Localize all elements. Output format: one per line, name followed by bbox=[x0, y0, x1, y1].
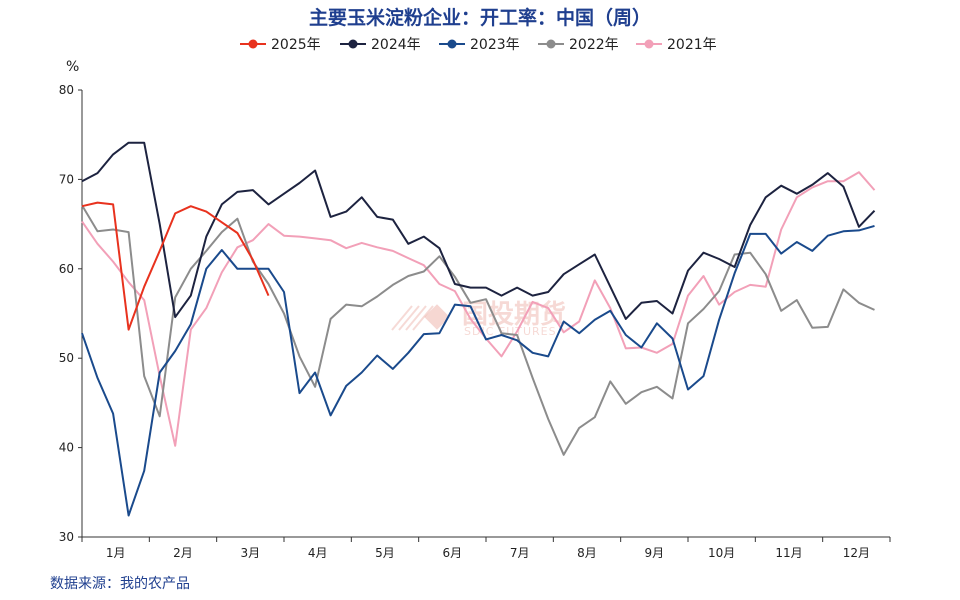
source-note: 数据来源：我的农产品 bbox=[50, 576, 190, 592]
chart-title: 主要玉米淀粉企业：开工率：中国（周） bbox=[309, 6, 651, 29]
chart-legend: 2025年 2024年 2023年 2022年 2021年 bbox=[240, 37, 717, 53]
chart-series bbox=[81, 141, 876, 517]
series-line bbox=[81, 201, 270, 331]
series-line bbox=[81, 171, 876, 447]
legend-marker bbox=[248, 39, 258, 49]
x-tick-label: 4月 bbox=[308, 546, 328, 560]
x-tick-label: 8月 bbox=[577, 546, 597, 560]
y-tick-label: 70 bbox=[59, 172, 74, 186]
watermark: 国投期货 SDIC FUTURES bbox=[391, 299, 566, 338]
legend-marker bbox=[348, 39, 358, 49]
x-tick-label: 12月 bbox=[843, 546, 870, 560]
series-line bbox=[81, 141, 876, 320]
x-tick-label: 1月 bbox=[106, 546, 126, 560]
chart-axes: 30 40 50 60 70 80 1月 2月 3月 4月 5月 6月 7月 8月 9月 10月 11月 12月 bbox=[59, 83, 891, 560]
watermark-diamond-icon bbox=[424, 304, 450, 330]
y-tick-label: 50 bbox=[59, 351, 74, 365]
y-axis-unit: % bbox=[66, 59, 79, 75]
y-tick-label: 80 bbox=[59, 83, 74, 97]
x-tick-label: 11月 bbox=[775, 546, 802, 560]
x-tick-label: 10月 bbox=[708, 546, 735, 560]
x-tick-label: 9月 bbox=[645, 546, 665, 560]
watermark-logo-icon bbox=[391, 305, 434, 331]
legend-label: 2023年 bbox=[470, 37, 520, 53]
legend-label: 2022年 bbox=[569, 37, 619, 53]
legend-marker bbox=[447, 39, 457, 49]
x-tick-label: 2月 bbox=[173, 546, 193, 560]
y-tick-label: 30 bbox=[59, 530, 74, 544]
legend-marker bbox=[546, 39, 556, 49]
y-tick-label: 40 bbox=[59, 441, 74, 455]
legend-marker bbox=[644, 39, 654, 49]
y-tick-label: 60 bbox=[59, 262, 74, 276]
x-tick-label: 7月 bbox=[510, 546, 530, 560]
legend-label: 2021年 bbox=[667, 37, 717, 53]
x-tick-label: 5月 bbox=[375, 546, 395, 560]
watermark-en: SDIC FUTURES bbox=[464, 325, 557, 338]
x-tick-label: 6月 bbox=[443, 546, 463, 560]
series-line bbox=[81, 224, 875, 517]
legend-label: 2025年 bbox=[271, 37, 321, 53]
x-tick-label: 3月 bbox=[241, 546, 261, 560]
legend-label: 2024年 bbox=[371, 37, 421, 53]
